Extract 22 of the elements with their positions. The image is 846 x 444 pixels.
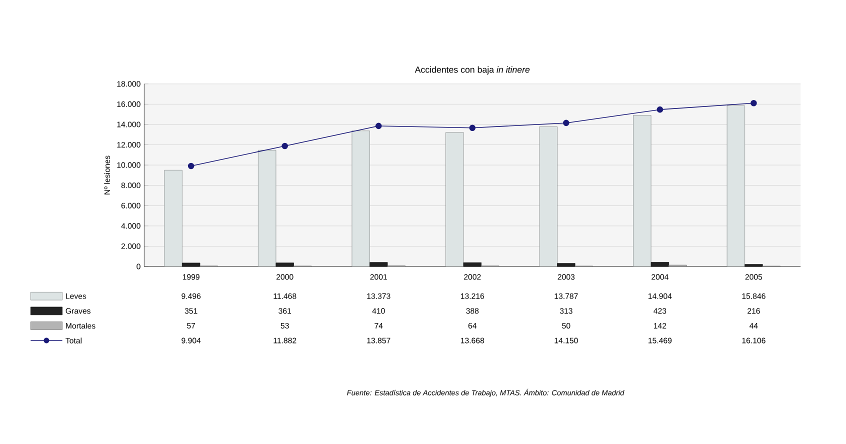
bar <box>557 263 576 267</box>
bar <box>352 130 370 267</box>
bar <box>744 264 763 267</box>
point <box>656 106 664 113</box>
bar <box>539 126 558 267</box>
bar <box>182 262 200 267</box>
bar <box>463 262 482 267</box>
point <box>563 120 570 126</box>
bar <box>633 115 652 267</box>
point <box>469 124 476 131</box>
bar <box>650 262 670 267</box>
bar <box>164 170 182 267</box>
bar <box>370 262 388 267</box>
chart-title: Accidentes con baja in itinere <box>414 66 530 74</box>
point <box>282 142 288 150</box>
bar <box>726 105 746 267</box>
point <box>375 122 382 129</box>
point <box>750 100 757 106</box>
bar <box>446 132 464 267</box>
point <box>188 162 194 170</box>
bar <box>276 262 294 267</box>
bar <box>258 150 276 267</box>
